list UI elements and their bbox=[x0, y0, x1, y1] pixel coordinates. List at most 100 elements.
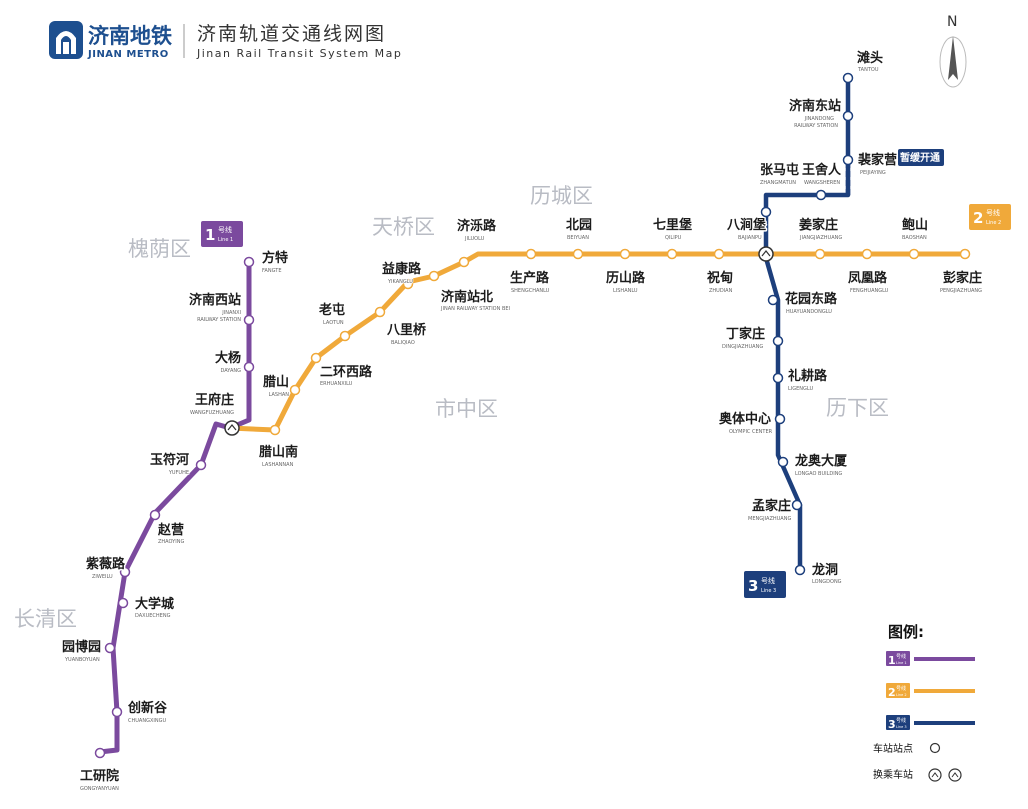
station-name-en: PENGJIAZHUANG bbox=[940, 288, 982, 294]
station-name: 赵营 bbox=[157, 522, 184, 538]
station-name-en: LIGENGLU bbox=[788, 386, 813, 392]
station-name-en: CHUANGXINGU bbox=[128, 718, 166, 724]
station-name-en: BAOSHAN bbox=[902, 235, 927, 241]
station[interactable]: 益康路 YIKANGLU bbox=[381, 260, 424, 290]
station[interactable]: 北园 BEIYUAN bbox=[565, 217, 594, 260]
svg-text:1: 1 bbox=[205, 226, 215, 244]
station[interactable]: 张马屯 ZHANGMATUN bbox=[759, 161, 801, 218]
station[interactable]: 孟家庄 MENGJIAZHUANG bbox=[747, 497, 803, 523]
station[interactable]: 七里堡 QILIPU bbox=[652, 216, 694, 260]
station-name-en: JIANGJIAZHUANG bbox=[799, 235, 842, 241]
station-name-en: ZIWEILU bbox=[92, 574, 113, 580]
station[interactable]: 玉符河 YUFUHE bbox=[148, 451, 207, 477]
legend-line-1: 1 号线 Line 1 bbox=[886, 651, 975, 667]
svg-text:3: 3 bbox=[888, 718, 896, 731]
station[interactable]: 王府庄 WANGFUZHUANG bbox=[189, 391, 235, 417]
station[interactable]: 大学城 DAXUECHENG bbox=[117, 595, 176, 620]
station-name: 济南站北 bbox=[441, 289, 493, 305]
district-label: 天桥区 bbox=[372, 215, 435, 239]
station-name-en: ZHAOYING bbox=[158, 539, 184, 545]
station[interactable]: 鲍山 BAOSHAN bbox=[901, 216, 930, 260]
station-name-en: JINAN RAILWAY STATION BEI bbox=[440, 306, 510, 312]
station[interactable]: 二环西路 ERHUANXILU bbox=[310, 352, 375, 388]
station[interactable]: 腊山南 LASHANNAN bbox=[258, 424, 300, 469]
station[interactable]: 裴家营 PEIJIAYING bbox=[842, 151, 899, 177]
north-arrow-icon: N bbox=[939, 14, 967, 88]
station[interactable]: 花园东路 HUAYUANDONGLU bbox=[767, 290, 840, 316]
station[interactable]: 方特 FANGTE bbox=[243, 249, 290, 275]
station[interactable]: 姜家庄 JIANGJIAZHUANG bbox=[798, 216, 843, 260]
station-name-en: WANGFUZHUANG bbox=[190, 410, 234, 416]
station-name-en: LASHANNAN bbox=[262, 462, 294, 468]
station[interactable]: 奥体中心 OLYMPIC CENTER bbox=[718, 410, 786, 436]
line-3-route bbox=[763, 75, 851, 573]
station[interactable]: 龙洞 LONGDONG bbox=[794, 561, 842, 586]
station-name-en: ZHANGMATUN bbox=[760, 180, 796, 186]
station-name: 历山路 bbox=[606, 270, 646, 286]
station[interactable]: 工研院 GONGYANYUAN bbox=[79, 747, 121, 793]
svg-text:号线: 号线 bbox=[218, 225, 232, 234]
station[interactable]: 凤凰路 FENGHUANGLU bbox=[847, 248, 890, 295]
station[interactable]: 济南西站 JINANXI RAILWAY STATION bbox=[187, 291, 255, 326]
station[interactable]: 紫薇路 ZIWEILU bbox=[85, 555, 131, 581]
station-name-en: GONGYANYUAN bbox=[80, 786, 119, 792]
station-name: 园博园 bbox=[62, 639, 101, 655]
station[interactable]: 生产路 SHENGCHANLU bbox=[509, 248, 552, 295]
station-name-en: BAJIANPU bbox=[738, 235, 762, 241]
station[interactable]: 祝甸 ZHUDIAN bbox=[706, 248, 735, 295]
station-name-en: LASHAN bbox=[269, 392, 290, 398]
stations: 方特 FANGTE 济南西站 JINANXI RAILWAY STATION 大… bbox=[61, 49, 984, 793]
transfer-station-icon[interactable] bbox=[224, 420, 240, 436]
station-name-en: HUAYUANDONGLU bbox=[786, 309, 832, 315]
station[interactable]: 王舍人 WANGSHEREN bbox=[801, 161, 844, 201]
station[interactable]: 八里桥 BALIQIAO bbox=[374, 306, 429, 347]
station[interactable]: 腊山 LASHAN bbox=[261, 373, 301, 399]
svg-text:Line 2: Line 2 bbox=[896, 693, 907, 697]
station-name: 八涧堡 bbox=[726, 217, 766, 233]
legend-transfer: 换乘车站 bbox=[873, 768, 962, 782]
station-name: 凤凰路 bbox=[848, 270, 888, 286]
station-name-en: WANGSHEREN bbox=[804, 180, 840, 186]
station-name: 张马屯 bbox=[760, 162, 799, 178]
districts: 槐荫区 天桥区 历城区 市中区 历下区 长清区 bbox=[14, 184, 889, 631]
station-name-en: BALIQIAO bbox=[391, 340, 415, 346]
svg-text:暂缓开通: 暂缓开通 bbox=[900, 151, 940, 164]
line-2-badge: 2 号线 Line 2 bbox=[969, 204, 1011, 230]
station[interactable]: 礼耕路 LIGENGLU bbox=[772, 367, 830, 393]
station-name-en: YIKANGLU bbox=[387, 279, 413, 285]
svg-text:Line 1: Line 1 bbox=[218, 237, 233, 243]
line-1-route bbox=[97, 259, 252, 755]
transfer-station-icon[interactable] bbox=[758, 246, 774, 262]
station[interactable]: 创新谷 CHUANGXINGU bbox=[111, 699, 170, 725]
station[interactable]: 大杨 DAYANG bbox=[213, 349, 255, 375]
station[interactable]: 济泺路 JILUOLU bbox=[456, 217, 499, 268]
station[interactable]: 济南站北 JINAN RAILWAY STATION BEI bbox=[428, 270, 511, 313]
station[interactable]: 丁家庄 DINGJIAZHUANG bbox=[721, 325, 784, 351]
station[interactable]: 园博园 YUANBOYUAN bbox=[61, 638, 116, 664]
station-name-en: LAOTUN bbox=[323, 320, 344, 326]
station-name: 老屯 bbox=[318, 302, 345, 318]
station-name-en: SHENGCHANLU bbox=[511, 288, 550, 294]
station-name: 济南西站 bbox=[189, 292, 241, 308]
district-label: 市中区 bbox=[435, 397, 498, 421]
station-name: 创新谷 bbox=[127, 700, 168, 716]
station[interactable]: 老屯 LAOTUN bbox=[317, 301, 351, 342]
station[interactable]: 八涧堡 BAJIANPU bbox=[725, 216, 768, 242]
station[interactable]: 赵营 ZHAOYING bbox=[149, 509, 186, 546]
station[interactable]: 历山路 LISHANLU bbox=[605, 248, 648, 295]
station-name-en: RAILWAY STATION bbox=[794, 123, 838, 129]
station[interactable]: 龙奥大厦 LONGAO BUILDING bbox=[777, 452, 850, 478]
station[interactable]: 济南东站 JINANDONG RAILWAY STATION bbox=[787, 97, 854, 130]
station-name: 王府庄 bbox=[195, 392, 234, 408]
station-name: 北园 bbox=[566, 218, 592, 233]
station[interactable]: 彭家庄 PENGJIAZHUANG bbox=[939, 248, 984, 295]
svg-text:1: 1 bbox=[888, 654, 896, 667]
line-3-badge: 3 号线 Line 3 bbox=[744, 571, 786, 598]
svg-text:Line 2: Line 2 bbox=[986, 220, 1001, 226]
svg-text:号线: 号线 bbox=[986, 208, 1000, 217]
station-name-en: YUANBOYUAN bbox=[64, 657, 100, 663]
svg-text:号线: 号线 bbox=[896, 685, 906, 692]
svg-text:车站站点: 车站站点 bbox=[873, 742, 913, 755]
station[interactable]: 滩头 TANTOU bbox=[842, 49, 885, 84]
